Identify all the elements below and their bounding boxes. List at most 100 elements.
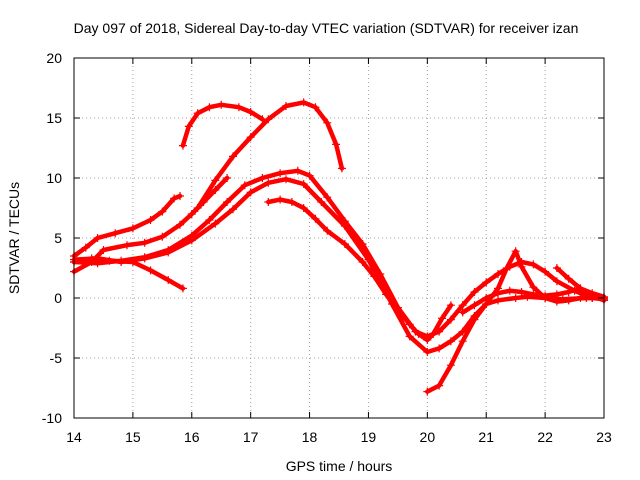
data-point [482,278,491,287]
data-point [146,266,155,275]
y-axis-label: SDTVAR / TECUs [6,182,22,294]
y-tick-label: 5 [54,230,62,246]
data-point [211,186,220,194]
data-point [217,100,226,109]
data-point [178,141,187,150]
data-point [170,194,179,203]
series-trace [180,102,265,148]
series-trace [71,168,607,339]
data-point [176,192,184,200]
data-point [358,258,367,266]
data-point [423,387,432,396]
y-tick-label: 0 [54,290,62,306]
x-tick-label: 21 [478,429,494,445]
data-point [505,286,514,295]
data-point [193,109,202,118]
data-point [458,337,467,346]
data-point [552,277,561,286]
data-point [178,284,187,293]
data-point [264,178,273,187]
data-point [470,288,479,296]
data-point [382,290,391,299]
data-point [458,327,467,336]
series-arc-1 [178,100,267,150]
data-point [502,264,511,272]
data-point [140,238,149,247]
y-tick-label: 20 [46,50,62,66]
data-point [446,337,455,346]
data-point [494,270,502,278]
data-point [234,103,243,112]
data-point [282,175,290,184]
data-point [393,306,402,314]
data-point [229,205,237,214]
x-tick-label: 19 [361,429,377,445]
data-point [340,240,349,248]
x-tick-label: 22 [537,429,553,445]
data-marks [70,98,608,396]
data-point [358,240,367,248]
data-point [276,195,285,204]
data-point [176,220,184,229]
x-tick-label: 14 [66,429,82,445]
data-point [576,294,585,302]
data-point [323,226,332,235]
data-point [205,103,214,112]
data-point [423,348,432,356]
data-point [317,198,326,206]
x-tick-label: 15 [125,429,141,445]
data-point [246,108,255,116]
data-point [446,315,455,324]
data-point [240,181,249,190]
data-point [158,232,167,241]
data-point [323,118,332,127]
data-point [187,231,196,240]
data-point [229,152,237,161]
series-arc-7 [70,166,608,341]
ticks: 14 15 16 17 18 19 20 21 22 23 -10 -5 0 5 10 15 20 [42,50,612,445]
data-point [205,216,214,224]
data-point [184,122,193,131]
data-point [199,198,208,206]
data-point [482,294,491,302]
data-point [311,214,320,223]
data-point [223,174,232,182]
data-point [541,267,550,276]
data-point [187,210,196,218]
data-point [405,320,414,329]
series-arc-11 [552,264,608,305]
data-point [311,103,320,112]
data-point [435,344,444,353]
data-point [370,272,379,281]
data-point [405,332,414,341]
x-tick-label: 23 [596,429,612,445]
data-point [128,224,137,233]
data-point [158,207,167,216]
data-point [223,198,232,206]
data-point [564,274,573,283]
data-point [293,166,302,175]
data-point [305,171,314,180]
data-point [123,241,131,250]
data-point [111,229,120,238]
data-point [494,289,502,298]
series-arc-3 [70,192,184,260]
x-axis-label: GPS time / hours [286,458,393,474]
data-point [517,288,526,296]
data-point [276,169,285,178]
data-point [117,256,126,265]
data-point [576,284,585,293]
series-arc-8 [264,195,455,344]
data-point [376,270,385,278]
data-point [299,204,308,212]
data-point [282,102,290,110]
data-point [340,217,349,226]
data-point [511,294,520,302]
x-tick-label: 20 [420,429,436,445]
data-point [164,246,173,254]
data-point [337,164,346,173]
data-point [470,301,479,310]
data-point [423,336,432,344]
data-point [552,290,561,299]
